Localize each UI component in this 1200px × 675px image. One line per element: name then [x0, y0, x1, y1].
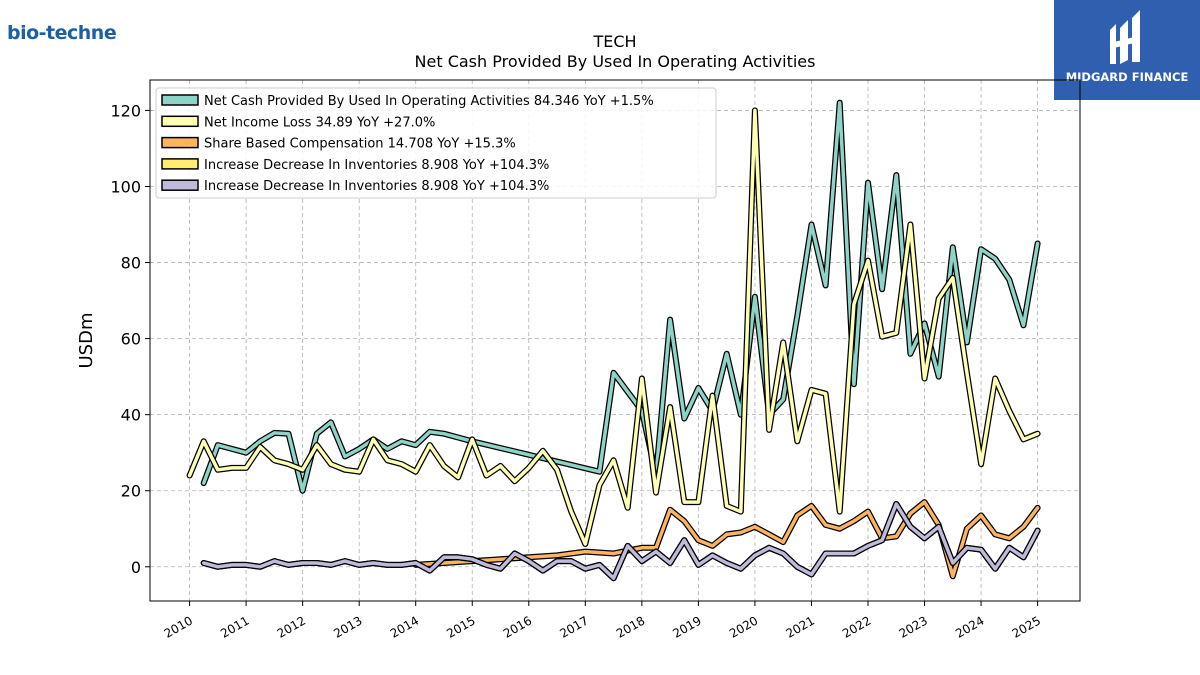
x-tick-label: 2022	[840, 613, 873, 640]
plot-frame	[149, 79, 1081, 602]
y-tick-label: 60	[121, 330, 141, 349]
legend-swatch	[161, 179, 199, 191]
chart-title: TECH	[593, 32, 637, 51]
legend-swatch	[161, 136, 199, 149]
x-tick-label: 2025	[1010, 613, 1043, 640]
x-tick-label: 2017	[557, 613, 590, 640]
x-tick-label: 2024	[953, 613, 986, 640]
midgard-emblem-icon	[1110, 10, 1140, 64]
x-tick-label: 2018	[614, 613, 647, 640]
legend-swatch	[161, 115, 199, 128]
series-2-line	[187, 108, 1040, 546]
x-tick-label: 2019	[670, 613, 703, 640]
legend-entry: Increase Decrease In Inventories 8.908 Y…	[204, 179, 549, 194]
y-tick-label: 20	[121, 482, 141, 501]
legend-swatch	[161, 158, 199, 170]
x-tick-label: 2020	[727, 613, 760, 640]
y-tick-label: 40	[121, 406, 141, 425]
x-tick-label: 2013	[331, 613, 364, 640]
chart-subtitle: Net Cash Provided By Used In Operating A…	[414, 52, 816, 71]
y-tick-label: 120	[110, 101, 141, 120]
x-tick-label: 2015	[444, 613, 477, 640]
bio-techne-logo: bio-techne	[7, 22, 117, 44]
legend-entry: Net Income Loss 34.89 YoY +27.0%	[204, 115, 435, 130]
y-tick-label: 100	[110, 177, 141, 196]
x-tick-label: 2016	[501, 613, 534, 640]
x-tick-label: 2012	[275, 613, 308, 640]
legend-entry: Net Cash Provided By Used In Operating A…	[204, 94, 654, 109]
legend-box	[155, 87, 717, 199]
y-axis-label: USDm	[76, 313, 97, 369]
legend-entry: Increase Decrease In Inventories 8.908 Y…	[204, 158, 549, 173]
y-axis: 0 20 40 60 80 100 120	[110, 101, 150, 577]
series-5-line	[201, 502, 1040, 580]
x-tick-label: 2023	[897, 613, 930, 640]
y-tick-label: 80	[121, 254, 141, 273]
x-tick-label: 2014	[388, 613, 421, 640]
x-tick-label: 2011	[218, 613, 251, 640]
legend-entry: Share Based Compensation 14.708 YoY +15.…	[204, 137, 516, 152]
x-tick-label: 2010	[162, 613, 195, 640]
midgard-finance-logo: MIDGARD FINANCE	[1054, 0, 1200, 100]
legend-swatch	[161, 94, 199, 106]
series-1-line	[201, 101, 1040, 493]
midgard-finance-text: MIDGARD FINANCE	[1065, 70, 1189, 84]
x-tick-label: 2021	[784, 613, 817, 640]
y-tick-label: 0	[131, 558, 141, 577]
legend: Net Cash Provided By Used In Operating A…	[155, 87, 717, 199]
series-3-line	[413, 500, 1040, 579]
series-layer	[186, 99, 1041, 582]
x-axis: 2010 2011 2012 2013 2014 2015 2016 2017 2018 2019…	[162, 601, 1043, 641]
